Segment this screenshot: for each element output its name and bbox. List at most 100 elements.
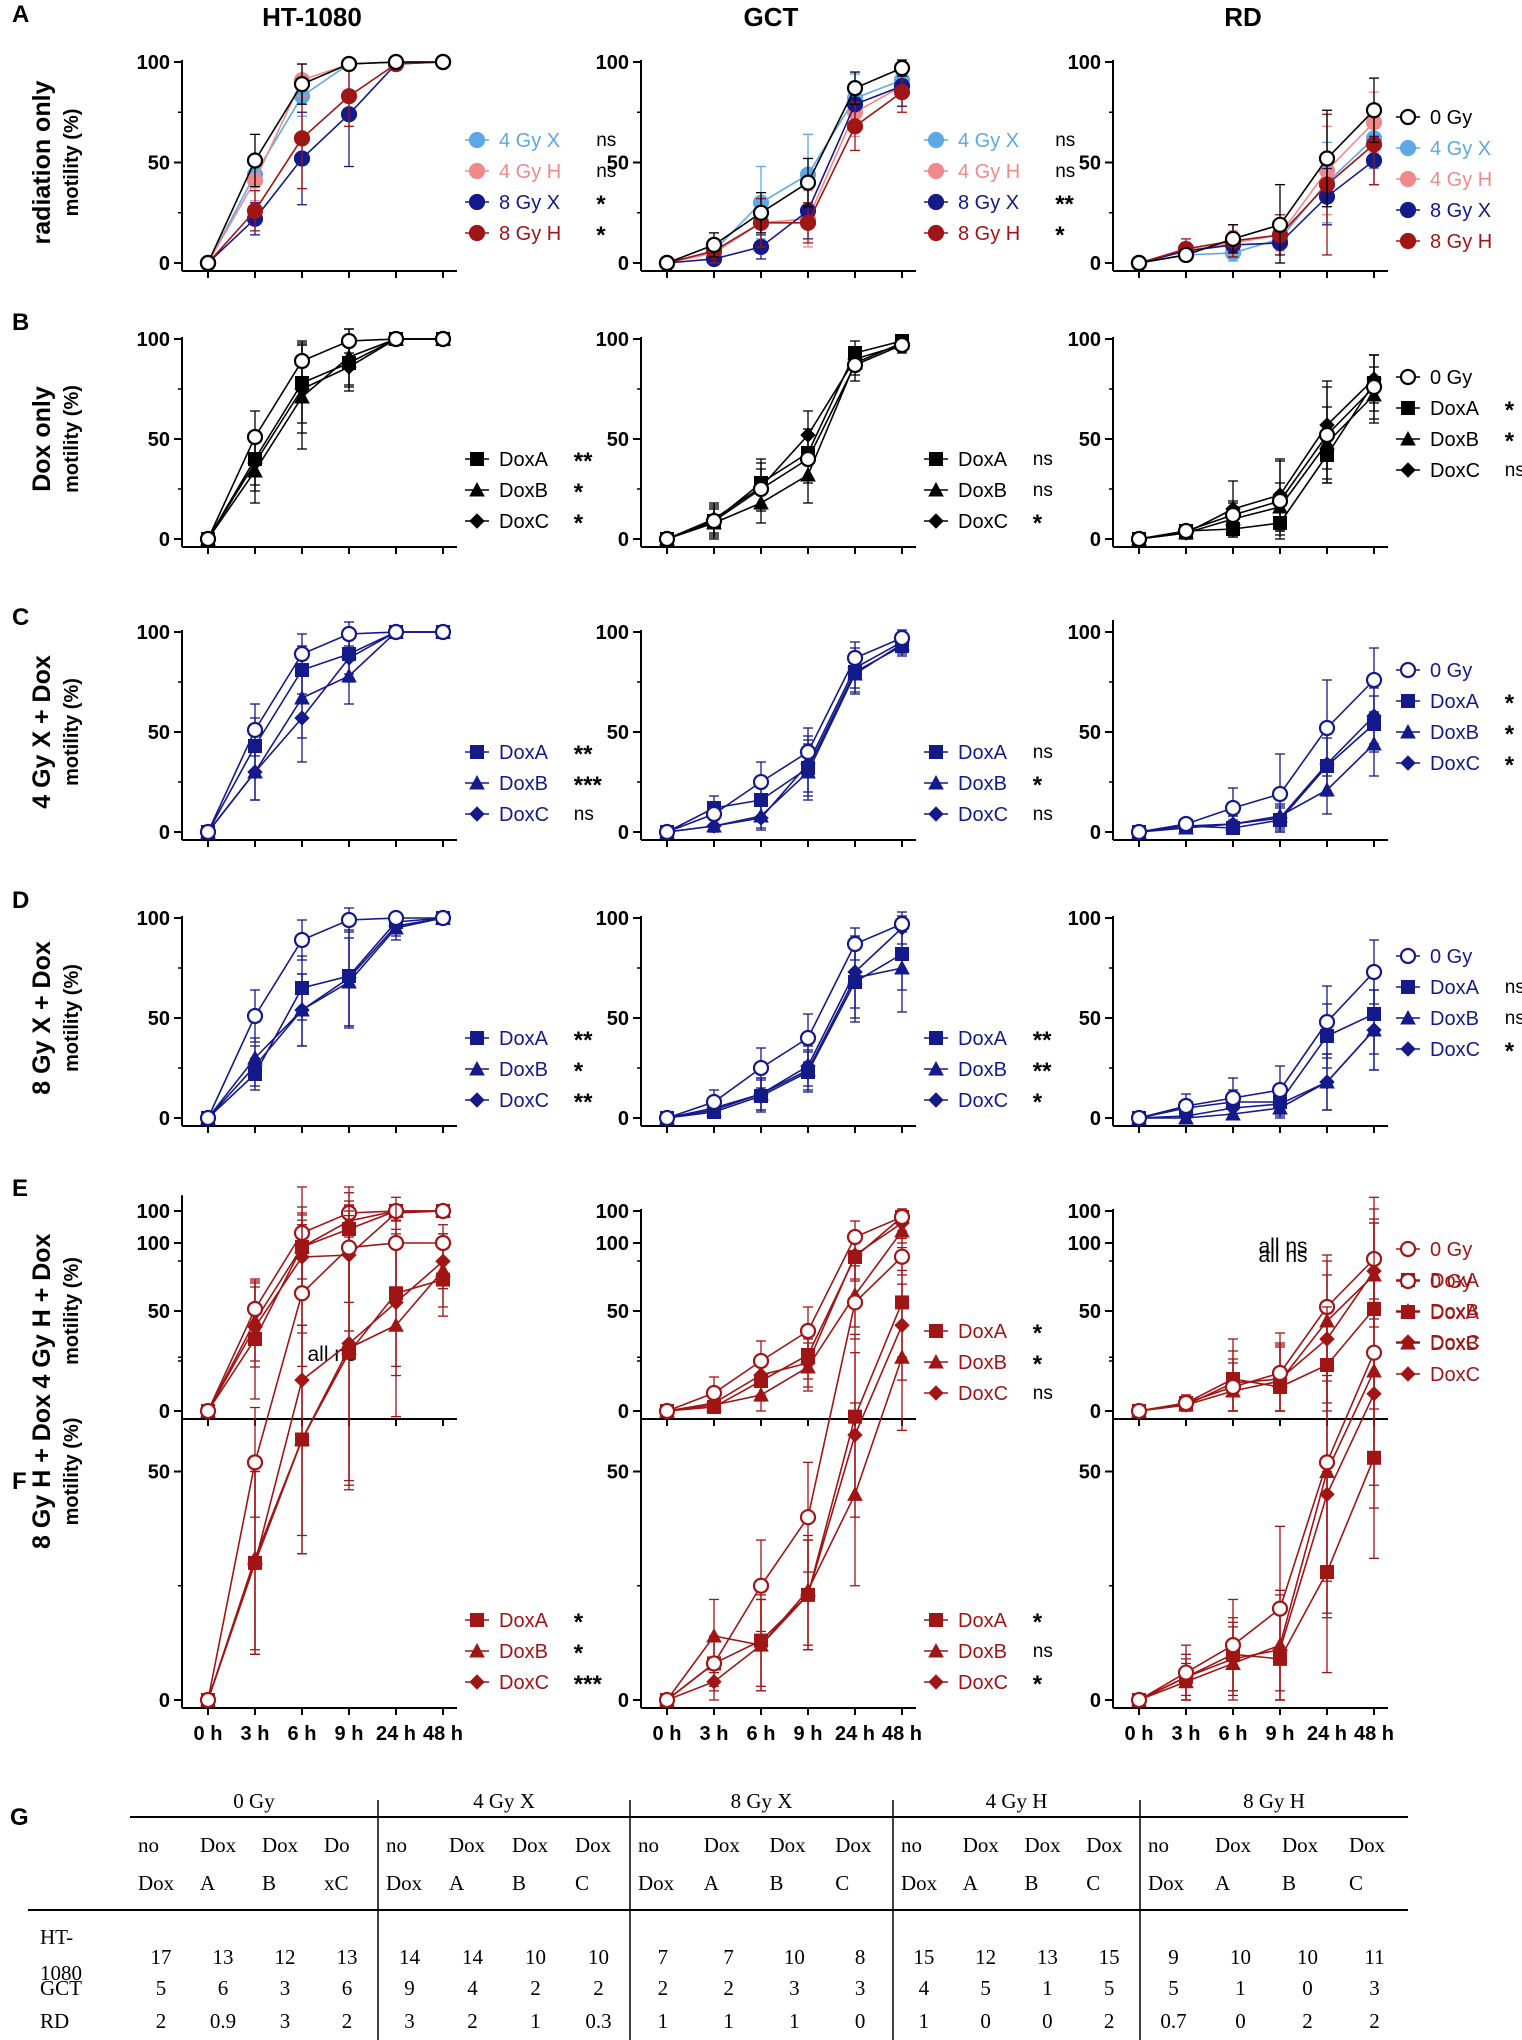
data-point bbox=[927, 193, 945, 211]
data-point bbox=[846, 1228, 864, 1246]
data-point bbox=[846, 80, 864, 97]
data-point bbox=[1399, 1272, 1417, 1290]
table-subheader: A bbox=[449, 1871, 465, 1895]
table-cell: 14 bbox=[399, 1945, 421, 1969]
chart-panel: 0 50 100 0 Gy DoxA ns DoxB ns DoxC * bbox=[1068, 908, 1522, 1133]
data-point bbox=[1224, 1378, 1242, 1396]
data-series bbox=[659, 1214, 910, 1419]
table-cell: 10 bbox=[588, 1945, 609, 1969]
table-subheader: B bbox=[512, 1871, 526, 1895]
x-tick-label: 0 h bbox=[653, 1723, 682, 1745]
data-point bbox=[340, 1239, 358, 1256]
y-tick-label: 100 bbox=[596, 908, 629, 930]
table-cell: 10 bbox=[1297, 1945, 1318, 1969]
data-series bbox=[1131, 989, 1382, 1125]
data-point bbox=[387, 53, 405, 71]
y-tick-label: 50 bbox=[148, 722, 170, 744]
table-row-label: RD bbox=[40, 2009, 69, 2033]
legend-entry: DoxA bbox=[1396, 1302, 1480, 1324]
data-point bbox=[469, 806, 485, 822]
series-line bbox=[207, 338, 443, 540]
data-series bbox=[660, 1208, 909, 1418]
legend-entry: DoxC ** bbox=[465, 1089, 593, 1116]
data-point bbox=[1224, 799, 1242, 817]
legend-label: DoxC bbox=[958, 1090, 1008, 1112]
legend-label: 8 Gy H bbox=[499, 223, 561, 245]
series-line bbox=[666, 953, 903, 1119]
table-subheader: Dox bbox=[262, 1833, 299, 1857]
significance-label: * bbox=[1505, 721, 1515, 748]
legend-entry: 8 Gy H * bbox=[465, 222, 606, 249]
series-line bbox=[207, 338, 443, 540]
table-cell: 0.7 bbox=[1160, 2009, 1186, 2033]
legend-entry: DoxA * bbox=[924, 1320, 1043, 1347]
series-line bbox=[207, 917, 444, 1119]
legend-label: DoxA bbox=[1430, 691, 1480, 713]
table-cell: 13 bbox=[213, 1945, 234, 1969]
x-tick-label: 9 h bbox=[794, 1723, 823, 1745]
y-tick-label: 50 bbox=[1079, 722, 1101, 744]
legend-label: DoxC bbox=[499, 1090, 549, 1112]
data-point bbox=[1224, 1637, 1242, 1654]
data-series bbox=[659, 1218, 910, 1418]
data-point bbox=[294, 1372, 310, 1388]
y-tick-label: 50 bbox=[148, 1462, 170, 1484]
y-tick-label: 50 bbox=[1079, 1301, 1101, 1323]
series-line bbox=[1138, 715, 1375, 833]
legend-label: DoxC bbox=[958, 804, 1008, 826]
significance-label: ns bbox=[596, 161, 616, 182]
series-line bbox=[666, 1302, 903, 1701]
data-point bbox=[929, 452, 943, 466]
data-point bbox=[1130, 1402, 1148, 1420]
panel-letter: B bbox=[12, 309, 29, 336]
table-subheader: Dox bbox=[386, 1871, 423, 1895]
data-point bbox=[893, 84, 911, 101]
y-tick-label: 0 bbox=[618, 529, 629, 551]
legend-entry: DoxA ** bbox=[924, 1027, 1052, 1054]
table-cell: 10 bbox=[784, 1945, 805, 1969]
series-line bbox=[666, 344, 903, 540]
table-cell: 17 bbox=[151, 1945, 172, 1969]
data-point bbox=[1224, 1089, 1242, 1107]
series-line bbox=[207, 338, 443, 540]
series-line bbox=[666, 344, 903, 540]
legend-label: DoxA bbox=[958, 1321, 1008, 1343]
legend-entry: DoxB bbox=[1396, 1333, 1479, 1355]
data-point bbox=[928, 481, 944, 497]
legend-label: 8 Gy X bbox=[499, 192, 560, 214]
data-point bbox=[928, 1642, 944, 1658]
y-tick-label: 0 bbox=[159, 529, 170, 551]
y-tick-label: 50 bbox=[1079, 1462, 1101, 1484]
legend-label: DoxB bbox=[499, 773, 548, 795]
data-point bbox=[705, 1093, 723, 1111]
table-cell: 0 bbox=[1235, 2009, 1246, 2033]
data-point bbox=[752, 1577, 770, 1594]
y-tick-label: 100 bbox=[596, 329, 629, 351]
series-line bbox=[666, 342, 903, 540]
data-series bbox=[200, 1210, 451, 1707]
legend-label: DoxC bbox=[1430, 753, 1480, 775]
column-header: HT-1080 bbox=[262, 2, 362, 32]
table-cell: 3 bbox=[789, 1976, 800, 2000]
data-point bbox=[1130, 1691, 1148, 1709]
data-point bbox=[199, 530, 217, 548]
data-point bbox=[199, 1109, 217, 1127]
data-series bbox=[199, 907, 452, 1127]
y-tick-label: 100 bbox=[137, 1201, 170, 1223]
series-line bbox=[666, 967, 903, 1119]
legend-entry: DoxC * bbox=[1396, 1038, 1515, 1065]
data-point bbox=[1400, 1009, 1416, 1025]
x-tick-label: 24 h bbox=[1307, 1723, 1347, 1745]
data-series bbox=[1131, 711, 1382, 839]
data-point bbox=[294, 1002, 310, 1018]
data-series bbox=[1131, 1278, 1382, 1707]
legend-entry: DoxC bbox=[1396, 1364, 1480, 1386]
legend-entry: 4 Gy X* bbox=[1396, 138, 1491, 160]
data-point bbox=[1400, 462, 1416, 478]
y-tick-label: 100 bbox=[137, 622, 170, 644]
data-point bbox=[1365, 102, 1383, 119]
legend-label: DoxC bbox=[499, 1672, 549, 1694]
series-line bbox=[1138, 1393, 1375, 1701]
table-cell: 1 bbox=[658, 2009, 669, 2033]
